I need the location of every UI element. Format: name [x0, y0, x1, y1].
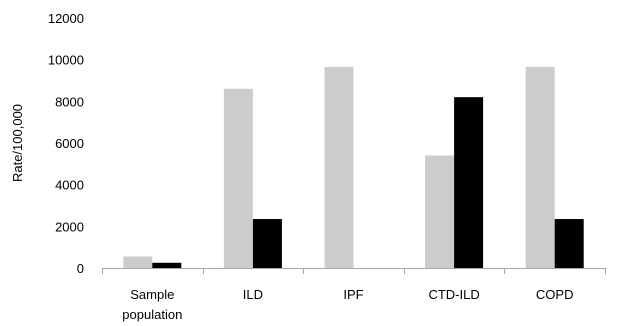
- bar-series-1-cat-2: [223, 88, 253, 268]
- x-category-label: population: [122, 307, 182, 322]
- y-tick-label: 12000: [48, 11, 84, 26]
- bar-series-2-cat-5: [554, 219, 584, 268]
- x-category-label: IPF: [343, 287, 363, 302]
- y-tick-label: 2000: [55, 219, 84, 234]
- y-tick-label: 8000: [55, 94, 84, 109]
- y-tick-label: 0: [77, 261, 84, 276]
- bar-series-2-cat-2: [252, 219, 282, 268]
- x-category-label: Sample: [130, 287, 174, 302]
- bars-group: [123, 66, 584, 269]
- bar-series-2-cat-4: [454, 97, 484, 269]
- y-axis-ticks: 0 2000 4000 6000 8000 10000 12000: [48, 11, 84, 276]
- x-category-label: CTD-ILD: [428, 287, 479, 302]
- y-tick-label: 6000: [55, 136, 84, 151]
- bar-series-1-cat-4: [425, 155, 455, 268]
- bar-series-2-cat-1: [152, 262, 182, 268]
- y-axis-title: Rate/100,000: [10, 104, 25, 182]
- x-category-label: COPD: [536, 287, 574, 302]
- x-axis-labels: Sample population ILD IPF CTD-ILD COPD: [122, 287, 573, 322]
- y-tick-label: 10000: [48, 53, 84, 68]
- bar-series-1-cat-3: [324, 66, 354, 268]
- bar-series-1-cat-1: [123, 256, 153, 268]
- x-axis: [102, 268, 606, 274]
- x-category-label: ILD: [243, 287, 263, 302]
- y-tick-label: 4000: [55, 178, 84, 193]
- bar-series-1-cat-5: [525, 66, 555, 268]
